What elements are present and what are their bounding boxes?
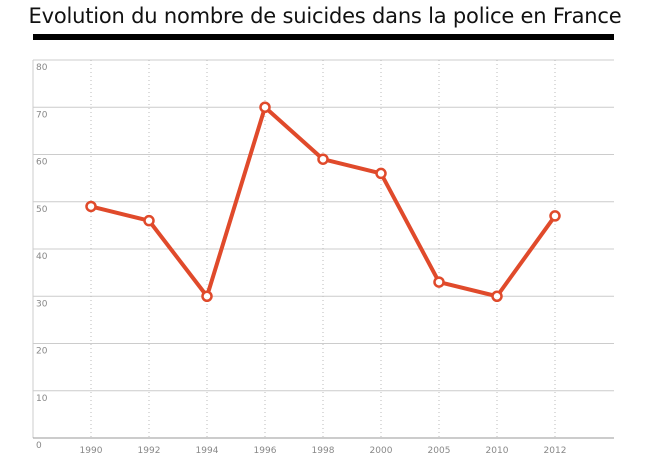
x-tick-label: 2010 bbox=[486, 446, 509, 456]
data-point bbox=[491, 290, 503, 302]
data-point bbox=[85, 200, 97, 213]
series-layer bbox=[85, 101, 561, 302]
data-point bbox=[143, 214, 155, 227]
y-tick-label: 80 bbox=[36, 63, 48, 73]
chart-title: Evolution du nombre de suicides dans la … bbox=[28, 4, 622, 28]
title-underline bbox=[33, 34, 614, 40]
y-tick-label: 20 bbox=[36, 347, 48, 357]
y-tick-label: 40 bbox=[36, 252, 48, 262]
data-point bbox=[259, 101, 271, 113]
x-axis-ticks: 1990 1992 1994 1996 1998 2000 2005 2010 2012 bbox=[80, 446, 567, 456]
y-axis-ticks: 0 10 20 30 40 50 60 70 80 bbox=[36, 63, 48, 451]
grid-lines bbox=[33, 59, 614, 438]
axes bbox=[32, 60, 614, 439]
x-tick-label: 1992 bbox=[138, 446, 161, 456]
x-tick-label: 2000 bbox=[370, 446, 393, 456]
data-point bbox=[433, 276, 445, 288]
y-tick-label: 10 bbox=[36, 394, 48, 404]
y-tick-label: 60 bbox=[36, 158, 48, 168]
y-tick-label: 0 bbox=[36, 441, 42, 451]
y-tick-label: 70 bbox=[36, 110, 48, 120]
x-tick-label: 2005 bbox=[428, 446, 451, 456]
data-point bbox=[375, 167, 387, 180]
data-point bbox=[201, 290, 213, 302]
data-point bbox=[549, 210, 561, 222]
x-tick-label: 1994 bbox=[196, 446, 219, 456]
x-tick-label: 1996 bbox=[254, 446, 277, 456]
y-tick-label: 50 bbox=[36, 205, 48, 215]
y-tick-label: 30 bbox=[36, 299, 48, 309]
x-tick-label: 1990 bbox=[80, 446, 103, 456]
data-point bbox=[317, 153, 329, 165]
x-tick-label: 2012 bbox=[544, 446, 567, 456]
x-tick-label: 1998 bbox=[312, 446, 335, 456]
